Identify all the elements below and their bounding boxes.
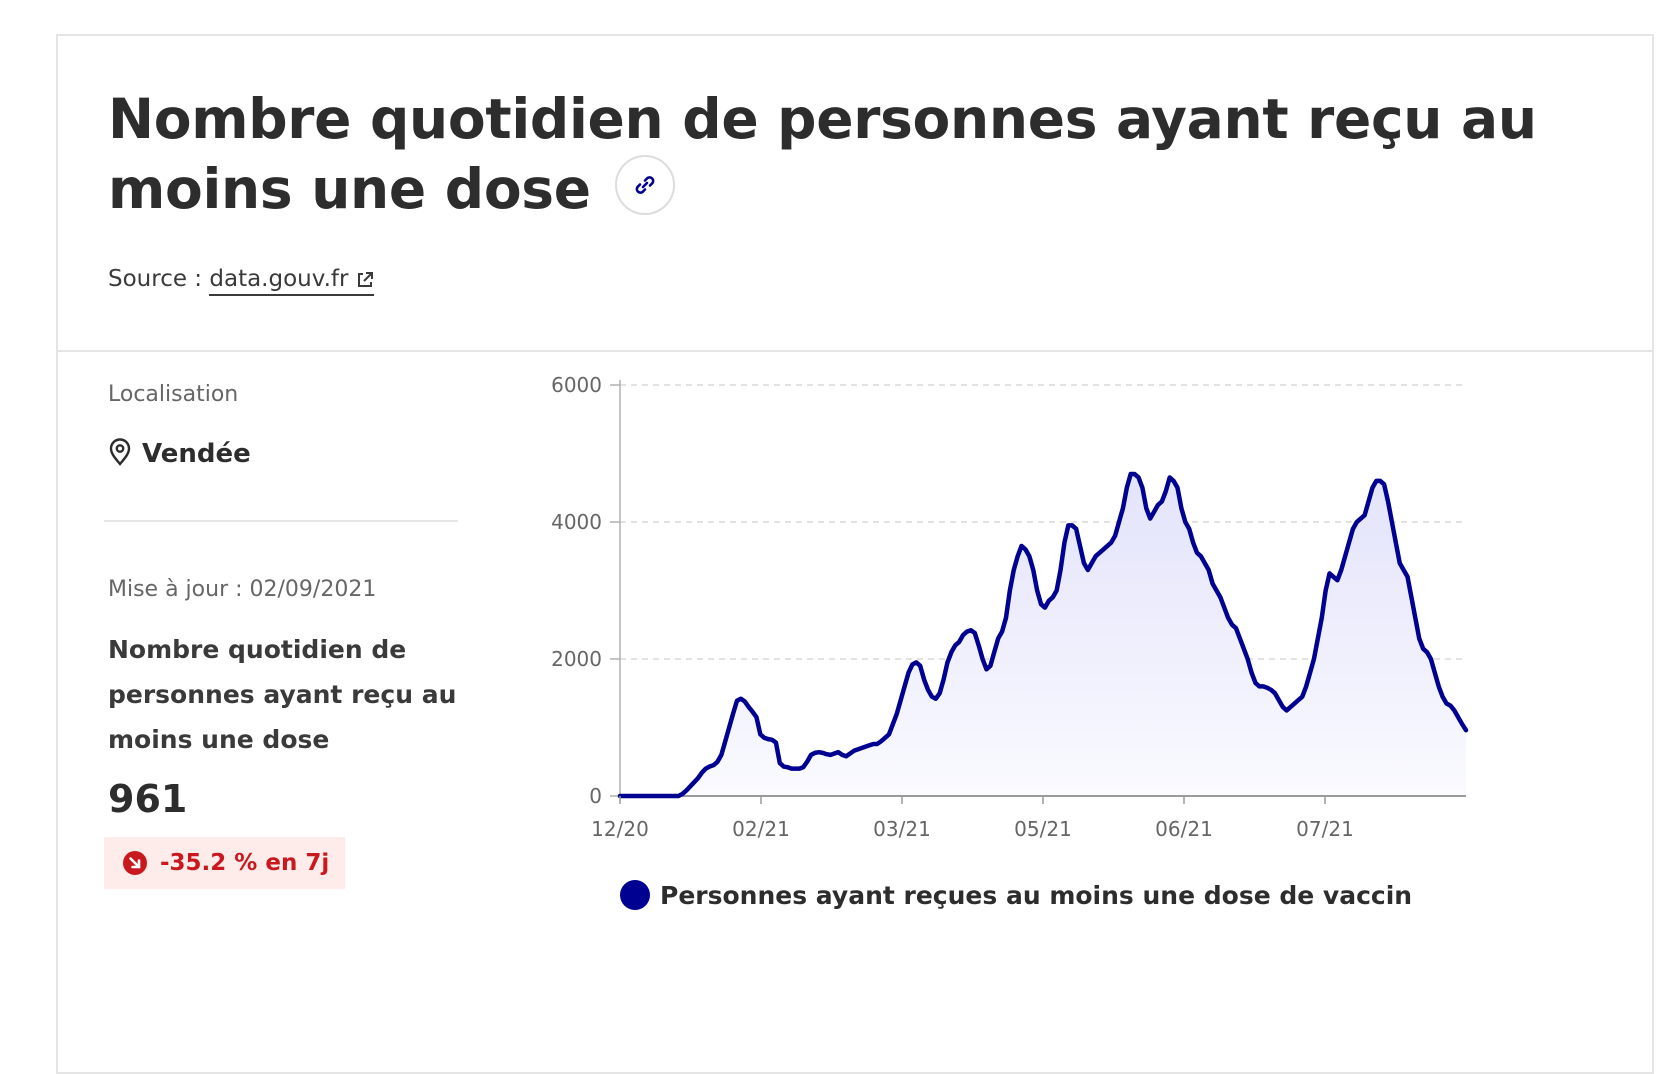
x-tick-label: 12/20: [591, 817, 649, 841]
copy-link-button[interactable]: [614, 154, 675, 215]
trend-text: -35.2 % en 7j: [160, 850, 330, 876]
update-date: Mise à jour : 02/09/2021: [108, 577, 377, 602]
x-tick-label: 02/21: [732, 817, 790, 841]
page-title-text: Nombre quotidien de personnes ayant reçu…: [108, 87, 1537, 221]
source-label: Source :: [108, 266, 203, 292]
chart-legend: Personnes ayant reçues au moins une dose…: [620, 880, 1412, 910]
vaccination-chart: 0 2000 4000 6000 12/20 02/21 03/21 05/21 06/21 07…: [551, 373, 1469, 841]
series-area: [620, 474, 1466, 796]
x-tick-label: 07/21: [1296, 817, 1354, 841]
legend-swatch: [620, 880, 650, 910]
location-value: Vendée: [108, 438, 251, 469]
legend-label: Personnes ayant reçues au moins une dose…: [660, 880, 1413, 910]
y-tick-label: 2000: [551, 647, 602, 671]
x-tick-label: 05/21: [1014, 817, 1072, 841]
source-link[interactable]: data.gouv.fr: [209, 266, 375, 296]
card-header: Nombre quotidien de personnes ayant reçu…: [58, 36, 1652, 352]
external-link-icon: [358, 272, 374, 287]
x-tick-label: 03/21: [873, 817, 931, 841]
sidebar-divider: [104, 520, 458, 522]
x-tick-label: 06/21: [1155, 817, 1213, 841]
location-label: Localisation: [108, 382, 239, 407]
link-icon: [635, 176, 655, 194]
source-link-text: data.gouv.fr: [209, 266, 349, 292]
y-tick-label: 6000: [551, 373, 602, 397]
y-tick-label: 0: [589, 784, 602, 808]
metric-title: Nombre quotidien de personnes ayant reçu…: [108, 635, 457, 754]
arrow-down-right-icon: [123, 851, 147, 875]
y-tick-label: 4000: [551, 510, 602, 534]
map-pin-icon: [109, 438, 131, 466]
page-title: Nombre quotidien de personnes ayant reçu…: [108, 84, 1608, 224]
series-line: [617, 471, 1469, 799]
source-line: Source : data.gouv.fr: [108, 266, 375, 296]
trend-badge: -35.2 % en 7j: [104, 837, 346, 889]
metric-value: 961: [108, 777, 188, 821]
location-name: Vendée: [142, 439, 251, 469]
